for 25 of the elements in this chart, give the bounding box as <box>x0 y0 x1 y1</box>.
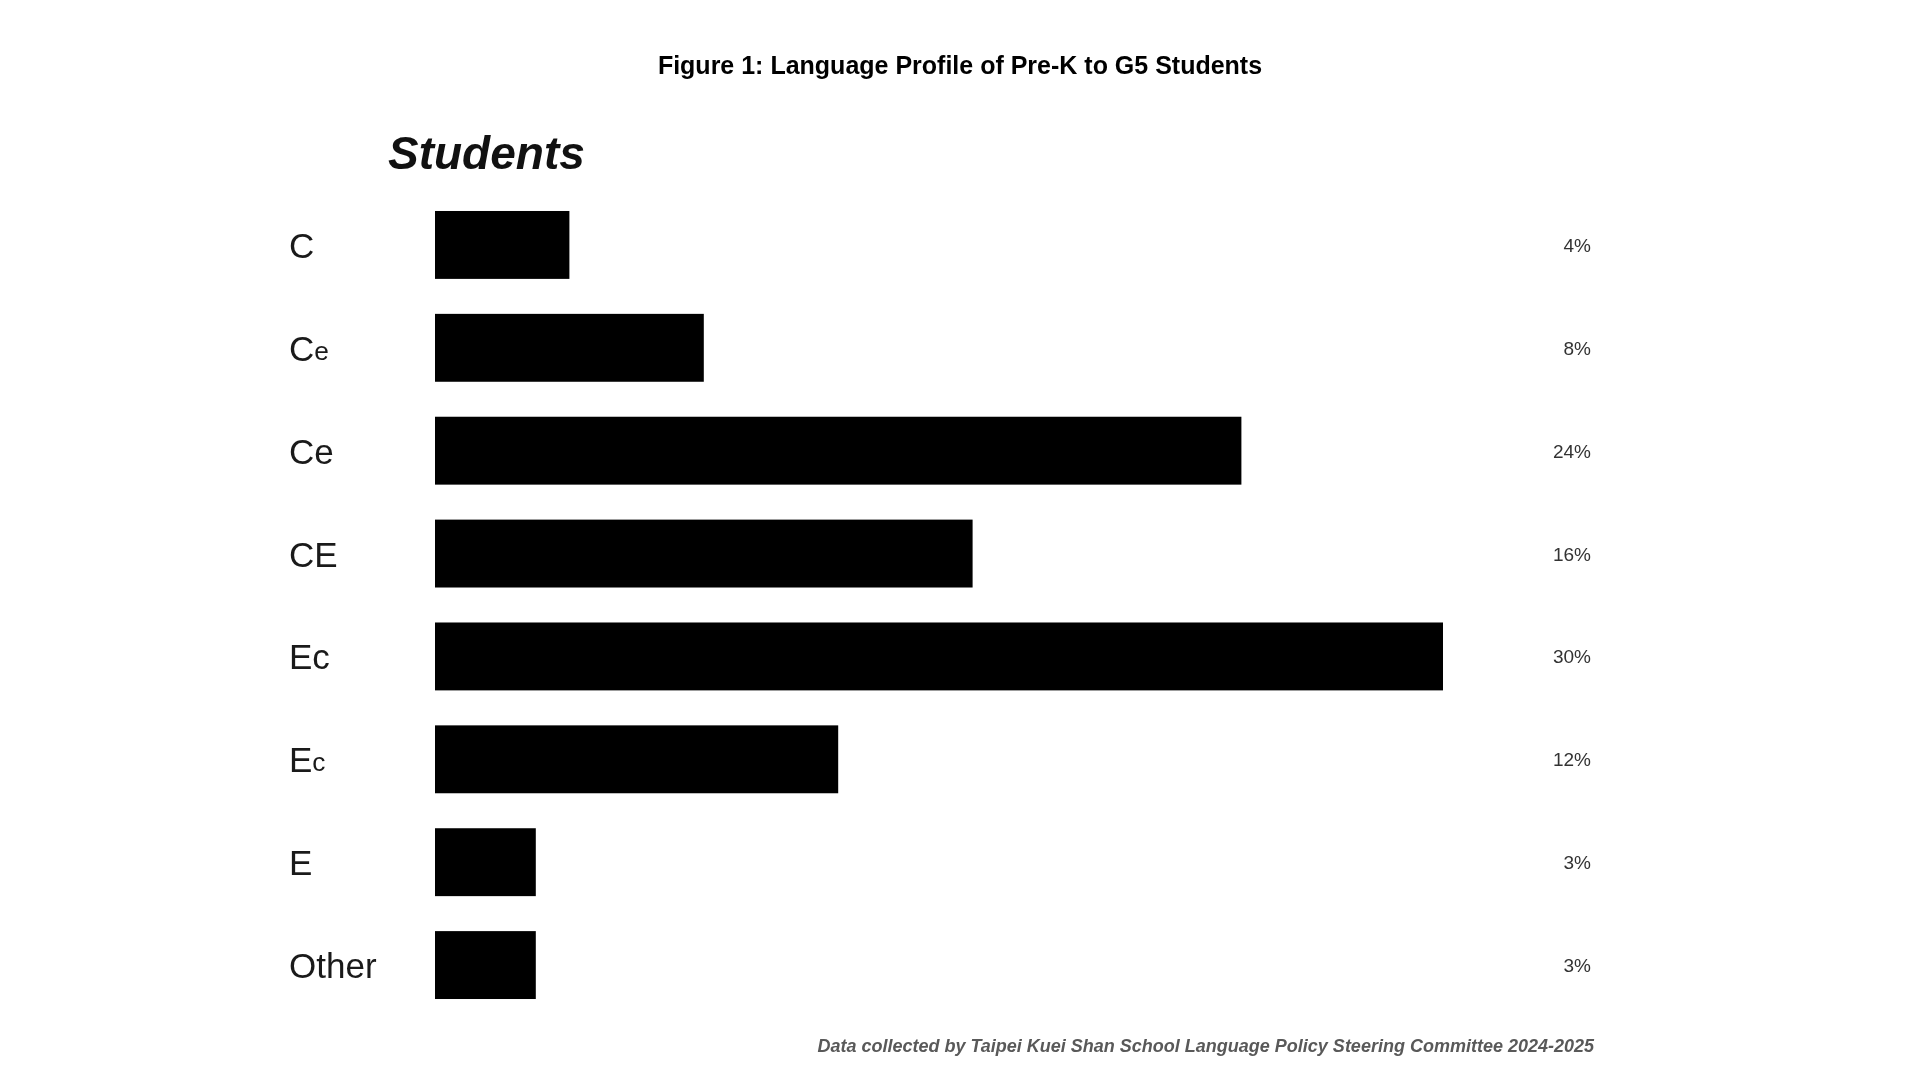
data-label: 24% <box>1552 440 1592 462</box>
y-tick-label: C <box>289 225 315 265</box>
chart-title: Figure 1: Language Profile of Pre-K to G5 Students <box>657 51 1263 79</box>
bar <box>435 210 570 279</box>
bar <box>435 828 536 897</box>
bar <box>435 622 1443 691</box>
bar <box>435 519 973 588</box>
y-tick-label: Ec <box>289 636 330 676</box>
data-label: 3% <box>1563 954 1592 976</box>
y-tick-label: Other <box>289 945 377 985</box>
data-label: 16% <box>1552 543 1592 565</box>
data-label: 3% <box>1563 851 1592 873</box>
y-tick-label: E <box>289 842 313 882</box>
text: Data collected by Taipei Kuei Shan School Language Policy Steering Committee 2024-2025 <box>817 1036 1595 1056</box>
y-tick-label: Ce <box>289 431 334 471</box>
bar <box>435 725 839 794</box>
bar <box>435 313 704 382</box>
data-label: 8% <box>1563 337 1592 359</box>
data-label: 30% <box>1552 645 1592 667</box>
chart-subtitle: Students <box>388 127 585 179</box>
data-label: 4% <box>1563 234 1592 256</box>
bar <box>435 416 1242 485</box>
y-tick-label: CE <box>289 534 338 574</box>
bar <box>435 931 536 1000</box>
data-label: 12% <box>1552 748 1592 770</box>
